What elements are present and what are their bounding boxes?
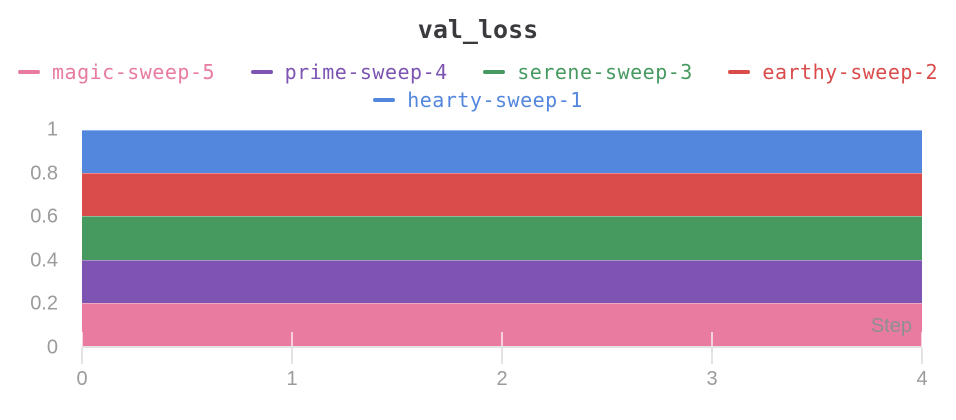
x-axis-title: Step: [870, 315, 912, 337]
legend-label: magic-sweep-5: [52, 60, 216, 84]
legend-item[interactable]: hearty-sweep-1: [373, 88, 583, 112]
x-tick-mark: [711, 348, 713, 364]
legend-label: hearty-sweep-1: [407, 88, 583, 112]
x-tick-mark: [921, 348, 923, 364]
legend-label: prime-sweep-4: [284, 60, 448, 84]
legend-swatch-line: [250, 70, 273, 74]
x-tick-label: 2: [496, 368, 508, 390]
y-axis-labels: 0 0.2 0.4 0.6 0.8 1: [0, 119, 58, 359]
x-tick-mark: [501, 332, 503, 346]
y-tick-label: 0.2: [30, 292, 58, 315]
x-tick-mark: [711, 332, 713, 346]
y-tick-label: 0.8: [30, 162, 58, 185]
x-tick-label: 0: [76, 368, 88, 390]
x-tick-mark: [291, 332, 293, 346]
x-axis-labels: 0 1 2 3 4: [76, 368, 927, 398]
y-tick-label: 0: [46, 336, 58, 359]
legend-item[interactable]: prime-sweep-4: [250, 60, 448, 84]
legend-item[interactable]: earthy-sweep-2: [728, 60, 938, 84]
legend-swatch-line: [373, 98, 396, 102]
legend-swatch-line: [483, 70, 506, 74]
y-tick-label: 0.6: [30, 205, 58, 228]
legend-row-1: magic-sweep-5 prime-sweep-4 serene-sweep…: [0, 58, 956, 86]
x-tick-label: 4: [916, 368, 928, 390]
x-tick-label: 1: [286, 368, 298, 390]
legend-label: serene-sweep-3: [517, 60, 693, 84]
plot-area[interactable]: Step: [81, 130, 923, 364]
x-tick-mark: [81, 348, 83, 364]
x-tick-label: 3: [706, 368, 718, 390]
legend-swatch-line: [18, 70, 40, 74]
legend-item[interactable]: serene-sweep-3: [483, 60, 693, 84]
x-tick-mark: [501, 348, 503, 364]
legend-swatch-line: [728, 70, 751, 74]
y-tick-label: 1: [46, 118, 58, 141]
chart-title: val_loss: [417, 15, 539, 44]
x-tick-mark: [81, 332, 83, 346]
legend-label: earthy-sweep-2: [762, 60, 938, 84]
x-tick-mark: [921, 332, 923, 346]
legend-row-2: hearty-sweep-1: [0, 86, 956, 114]
y-tick-label: 0.4: [30, 249, 58, 272]
legend-item[interactable]: magic-sweep-5: [18, 60, 215, 84]
x-tick-mark: [291, 348, 293, 364]
